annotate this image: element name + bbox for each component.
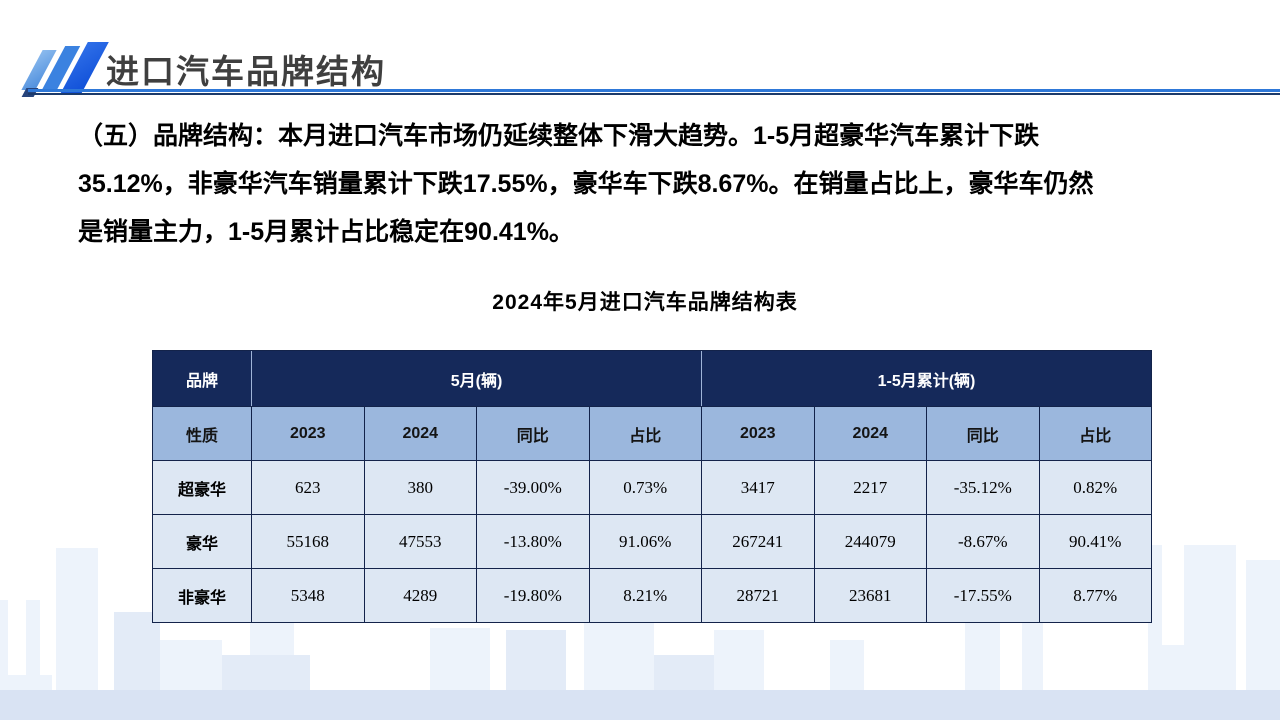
skyline-shape	[584, 622, 654, 690]
row-label: 超豪华	[153, 460, 251, 514]
skyline-shape	[654, 655, 714, 690]
skyline-shape	[864, 660, 884, 690]
table-cell: -39.00%	[476, 460, 589, 514]
row-label: 非豪华	[153, 568, 251, 622]
skyline-shape	[114, 612, 160, 700]
brand-structure-table: 品牌 5月(辆) 1-5月累计(辆) 性质 2023 2024 同比 占比 20…	[152, 350, 1152, 623]
table-cell: -19.80%	[476, 568, 589, 622]
table-title: 2024年5月进口汽车品牌结构表	[492, 291, 798, 314]
sub-header: 2023	[701, 406, 814, 460]
summary-paragraph: （五）品牌结构：本月进口汽车市场仍延续整体下滑大趋势。1-5月超豪华汽车累计下跌…	[78, 112, 1218, 256]
sub-header: 2024	[813, 406, 926, 460]
corner-header: 品牌	[153, 351, 251, 406]
group-header-cumulative: 1-5月累计(辆)	[701, 351, 1151, 406]
table-cell: 28721	[701, 568, 814, 622]
table-cell: 2217	[813, 460, 926, 514]
table-cell: 8.21%	[588, 568, 701, 622]
skyline-shape	[764, 652, 782, 690]
skyline-shape	[98, 588, 114, 690]
table-cell: 267241	[701, 514, 814, 568]
paragraph-line: 是销量主力，1-5月累计占比稳定在90.41%。	[78, 218, 574, 246]
table-cell: 3417	[701, 460, 814, 514]
sub-header: 同比	[476, 406, 589, 460]
table-cell: 244079	[813, 514, 926, 568]
table-cell: 380	[363, 460, 476, 514]
table-cell: -17.55%	[926, 568, 1039, 622]
skyline-shape	[222, 655, 310, 690]
sub-header: 占比	[1038, 406, 1151, 460]
table-cell: 8.77%	[1038, 568, 1151, 622]
skyline-shape	[430, 628, 490, 690]
skyline-shape	[714, 630, 764, 690]
skyline-shape	[506, 630, 566, 690]
group-header-may: 5月(辆)	[251, 351, 701, 406]
title-underline	[28, 89, 1280, 95]
table-cell: 0.82%	[1038, 460, 1151, 514]
skyline-shape	[0, 690, 1280, 720]
sub-header: 同比	[926, 406, 1039, 460]
table-cell: 4289	[363, 568, 476, 622]
table-cell: 91.06%	[588, 514, 701, 568]
table-cell: -13.80%	[476, 514, 589, 568]
sub-header: 2023	[251, 406, 364, 460]
table-cell: 23681	[813, 568, 926, 622]
table-cell: -35.12%	[926, 460, 1039, 514]
table-cell: 0.73%	[588, 460, 701, 514]
table-cell: 47553	[363, 514, 476, 568]
table-cell: 90.41%	[1038, 514, 1151, 568]
underline-top	[28, 89, 1280, 92]
page-title: 进口汽车品牌结构	[106, 53, 386, 90]
skyline-shape	[8, 545, 26, 675]
table-cell: -8.67%	[926, 514, 1039, 568]
sub-header: 占比	[588, 406, 701, 460]
skyline-shape	[1246, 560, 1280, 690]
skyline-shape	[1162, 545, 1184, 645]
skyline-shape	[56, 548, 98, 690]
row-label: 豪华	[153, 514, 251, 568]
paragraph-line: （五）品牌结构：本月进口汽车市场仍延续整体下滑大趋势。1-5月超豪华汽车累计下跌	[78, 122, 1040, 150]
table-cell: 623	[251, 460, 364, 514]
corner-subheader: 性质	[153, 406, 251, 460]
sub-header: 2024	[363, 406, 476, 460]
table-cell: 5348	[251, 568, 364, 622]
skyline-shape	[830, 640, 864, 690]
paragraph-line: 35.12%，非豪华汽车销量累计下跌17.55%，豪华车下跌8.67%。在销量占…	[78, 170, 1094, 198]
underline-bottom	[28, 93, 1280, 95]
table-cell: 55168	[251, 514, 364, 568]
skyline-shape	[40, 562, 54, 675]
